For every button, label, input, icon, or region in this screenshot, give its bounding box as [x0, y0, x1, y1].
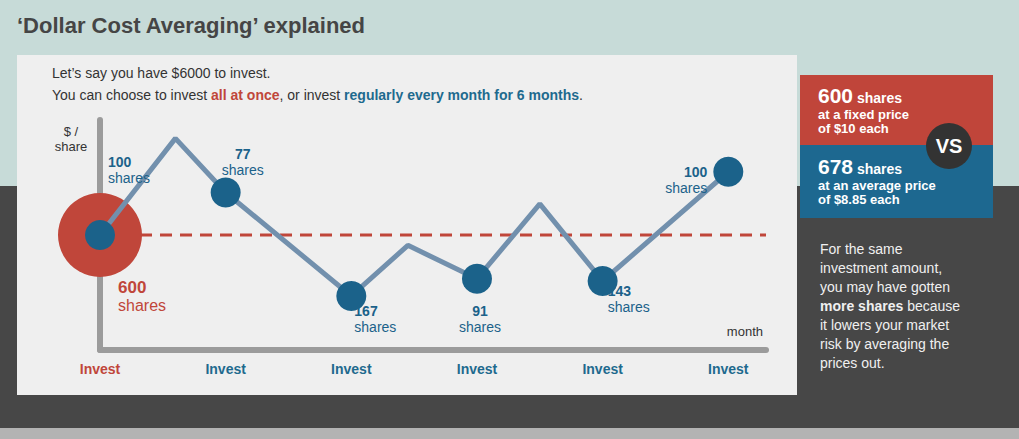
html-text:at a fixed price: at a fixed price	[818, 107, 909, 122]
html-text:prices out.: prices out.	[820, 355, 885, 371]
svg-text:Invest: Invest	[582, 361, 623, 377]
svg-text:shares: shares	[118, 297, 166, 314]
svg-text:167: 167	[354, 303, 378, 319]
html-text:$ / share: $ / share	[54, 124, 88, 154]
html-text:678shares: 678shares	[818, 155, 903, 178]
svg-text:Invest: Invest	[331, 361, 372, 377]
svg-text:100: 100	[684, 164, 708, 180]
svg-text:Invest: Invest	[80, 361, 121, 377]
svg-text:600: 600	[118, 278, 146, 297]
html-text:at an average price: at an average price	[818, 178, 936, 193]
svg-text:shares: shares	[108, 170, 150, 186]
svg-text:shares: shares	[665, 180, 707, 196]
svg-text:100: 100	[108, 154, 132, 170]
svg-text:Invest: Invest	[708, 361, 749, 377]
html-text:it lowers your market: it lowers your market	[820, 317, 950, 333]
svg-text:91: 91	[472, 303, 488, 319]
svg-text:shares: shares	[222, 162, 264, 178]
html-text:‘Dollar Cost Averaging’ explai: ‘Dollar Cost Averaging’ explained	[17, 13, 365, 38]
html-text:For the same: For the same	[820, 241, 903, 257]
html-text:of $10 each: of $10 each	[818, 121, 889, 136]
svg-text:143: 143	[608, 283, 632, 299]
html-text:you may have gotten: you may have gotten	[820, 279, 950, 295]
html-text:month: month	[726, 324, 763, 339]
html-text:risk by averaging the: risk by averaging the	[820, 336, 950, 352]
html-text:600shares: 600shares	[818, 84, 903, 107]
html-text:VS: VS	[935, 135, 963, 157]
html-text:You can choose to invest all a: You can choose to invest all at once, or…	[52, 87, 583, 103]
html-text:of $8.85 each: of $8.85 each	[818, 192, 900, 207]
html-text:more shares because: more shares because	[820, 298, 961, 314]
html-text:investment amount,: investment amount,	[820, 260, 943, 276]
svg-text:shares: shares	[459, 319, 501, 335]
svg-text:shares: shares	[354, 319, 396, 335]
svg-text:Invest: Invest	[205, 361, 246, 377]
html-text:Let’s say you have $6000 to in: Let’s say you have $6000 to invest.	[52, 65, 271, 81]
svg-text:77: 77	[235, 146, 251, 162]
svg-text:Invest: Invest	[457, 361, 498, 377]
svg-text:shares: shares	[608, 299, 650, 315]
